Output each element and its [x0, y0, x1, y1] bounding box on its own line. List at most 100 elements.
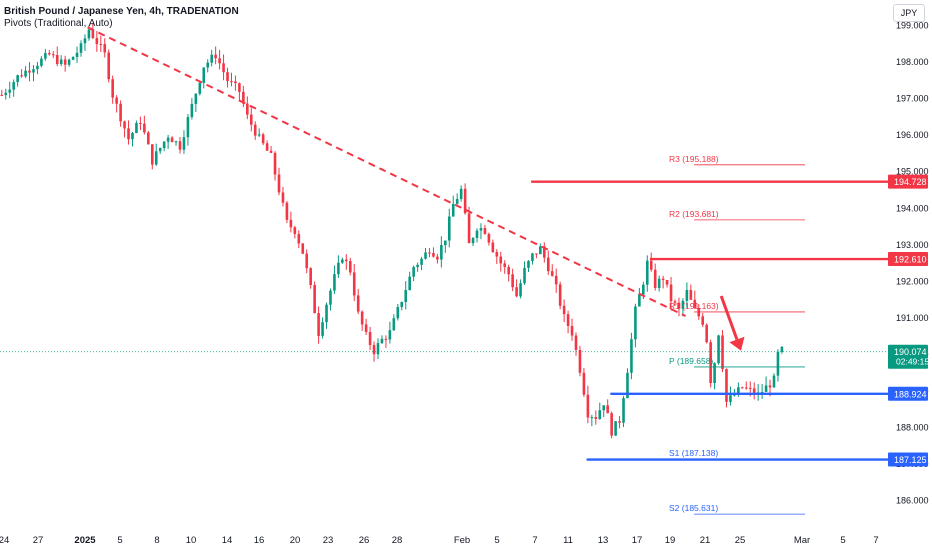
- candle-body: [297, 233, 301, 244]
- candle-body: [741, 387, 744, 389]
- candle-body: [257, 134, 261, 136]
- candle-body: [166, 137, 170, 142]
- candle-body: [48, 53, 51, 55]
- candle-body: [566, 314, 570, 326]
- candle-body: [428, 252, 431, 254]
- resistance-1-price-tag-bg: [888, 174, 928, 189]
- candle-body: [729, 395, 732, 402]
- candle-body: [752, 388, 756, 395]
- candle-body: [293, 227, 297, 234]
- candle-body: [63, 59, 67, 65]
- candle-body: [519, 283, 522, 297]
- candle-body: [186, 117, 190, 138]
- candle-body: [115, 97, 118, 104]
- price-tick: 193.000: [896, 240, 929, 250]
- candle-body: [51, 54, 55, 56]
- candle-body: [562, 305, 566, 315]
- candle-body: [543, 246, 546, 258]
- candle-body: [713, 363, 716, 384]
- price-tick: 196.000: [896, 130, 929, 140]
- candle-body: [653, 269, 657, 288]
- candle-body: [214, 54, 217, 59]
- indicator-label[interactable]: Pivots (Traditional, Auto): [4, 18, 113, 29]
- candle-body: [269, 150, 273, 153]
- price-tick: 192.000: [896, 276, 929, 286]
- candle-body: [218, 58, 221, 64]
- time-tick: 20: [290, 535, 301, 546]
- candle-body: [780, 346, 784, 352]
- time-tick: 7: [532, 535, 537, 546]
- candle-body: [139, 123, 142, 125]
- pivot-label-p: P (189.658): [669, 356, 713, 366]
- candle-body: [515, 287, 518, 297]
- candle-body: [333, 274, 336, 291]
- candle-body: [317, 313, 320, 336]
- candle-body: [364, 324, 368, 332]
- candle-body: [392, 318, 396, 331]
- candle-body: [356, 295, 360, 312]
- time-tick: 2025: [74, 535, 96, 546]
- candle-body: [67, 59, 71, 65]
- candle-body: [440, 245, 443, 260]
- time-tick: 24: [0, 535, 9, 546]
- candle-body: [669, 284, 673, 302]
- candle-body: [634, 306, 637, 340]
- time-tick: 21: [700, 535, 711, 546]
- candle-body: [503, 263, 507, 267]
- time-tick: 8: [154, 535, 159, 546]
- currency-button[interactable]: JPY: [893, 4, 925, 22]
- candle-body: [103, 44, 107, 53]
- support-2-price-tag-bg: [888, 452, 928, 467]
- candle-body: [689, 290, 693, 300]
- candle-body: [147, 132, 150, 145]
- candle-body: [360, 311, 364, 325]
- candle-body: [111, 79, 114, 98]
- candle-body: [174, 141, 178, 143]
- candle-body: [408, 276, 411, 291]
- candle-body: [455, 199, 459, 204]
- candle-body: [475, 230, 479, 238]
- candle-body: [733, 394, 736, 396]
- candle-body: [432, 253, 435, 257]
- candle-body: [182, 137, 186, 150]
- candle-body: [87, 29, 91, 39]
- chart-title: British Pound / Japanese Yen, 4h, TRADEN…: [4, 6, 239, 17]
- candle-body: [380, 338, 384, 344]
- candle-body: [772, 375, 776, 388]
- down-arrow-shaft: [719, 295, 739, 341]
- candle-body: [642, 284, 645, 295]
- candle-body: [638, 294, 641, 307]
- candle-body: [471, 237, 475, 244]
- candle-body: [539, 246, 542, 255]
- candle-body: [725, 369, 728, 402]
- candle-body: [273, 152, 277, 175]
- last-price-tag-bg: [888, 344, 928, 369]
- candle-body: [558, 284, 562, 306]
- candle-body: [210, 54, 213, 63]
- candle-body: [135, 123, 138, 133]
- candle-body: [265, 143, 269, 151]
- candle-body: [71, 57, 75, 60]
- time-tick: 17: [632, 535, 643, 546]
- candle-body: [309, 268, 312, 286]
- candle-body: [606, 405, 609, 414]
- resistance-2-price-tag: 192.610: [894, 255, 927, 265]
- price-axis: 199.000 198.000 197.000 196.000 195.000 194.0…: [888, 0, 932, 550]
- candle-body: [618, 421, 621, 423]
- candle-body: [479, 228, 483, 231]
- time-tick: 7: [873, 535, 878, 546]
- support-2-price-tag: 187.125: [894, 455, 927, 465]
- candle-body: [337, 262, 340, 275]
- candle-body: [412, 267, 415, 277]
- candle-body: [499, 256, 503, 264]
- time-tick: 5: [117, 535, 122, 546]
- candle-body: [404, 290, 408, 302]
- candle-body: [202, 67, 206, 83]
- candle-body: [8, 89, 12, 93]
- candle-body: [194, 93, 198, 104]
- price-tick: 188.000: [896, 423, 929, 433]
- candle-body: [768, 385, 772, 388]
- candle-body: [384, 338, 388, 340]
- support-1-price-tag-bg: [888, 386, 928, 401]
